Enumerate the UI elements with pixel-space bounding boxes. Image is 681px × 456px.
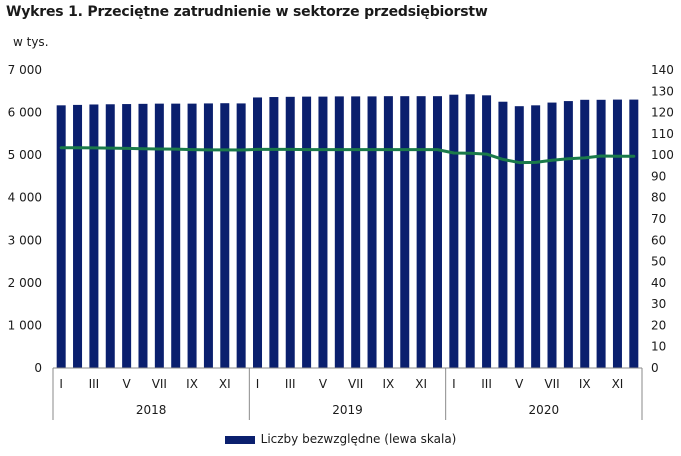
y-axis-unit-label: w tys. [13,35,49,49]
line-series [59,146,636,165]
bar [612,99,622,368]
x-axis-month-label: XI [219,377,231,391]
x-axis-month-label: V [515,377,524,391]
bar [531,105,541,368]
chart-title: Wykres 1. Przeciętne zatrudnienie w sekt… [6,4,488,20]
bar [171,103,181,368]
legend-label-bars: Liczby bezwzględne (lewa skala) [260,432,457,446]
bar [482,95,492,368]
bar [629,99,639,368]
x-axis-month-label: XI [415,377,427,391]
x-axis-month-label: IX [186,377,198,391]
bar [220,103,230,369]
bar [138,103,148,368]
bar [449,94,459,368]
right-axis-tick-label: 90 [651,169,666,183]
left-axis-tick-label: 0 [34,361,42,375]
x-axis-month-label: IX [383,377,395,391]
bar [187,103,197,368]
x-axis-month-label: XI [612,377,624,391]
bar [285,96,295,368]
x-axis-year-label: 2018 [136,403,167,417]
bar [465,94,475,369]
bar [580,99,590,369]
bar [203,103,213,369]
left-axis-tick-label: 3 000 [8,233,42,247]
left-axis-tick-label: 6 000 [8,106,42,120]
right-axis-tick-label: 0 [651,361,659,375]
bar [56,105,66,368]
bar [154,103,164,368]
left-axis-tick-label: 1 000 [8,318,42,332]
right-axis-tick-label: 120 [651,106,674,120]
bar [416,96,426,369]
right-axis-tick-label: 140 [651,63,674,77]
x-axis-month-label: V [319,377,328,391]
x-axis-month-label: VII [152,377,167,391]
x-axis-month-label: IX [579,377,591,391]
right-axis-tick-label: 70 [651,212,666,226]
bar [498,101,508,368]
x-axis-month-label: I [452,377,456,391]
x-axis-year-label: 2019 [332,403,363,417]
bar [236,103,246,369]
bar [269,97,279,368]
legend-swatch-bars [224,435,255,444]
bar [318,96,328,369]
x-axis-month-label: III [89,377,100,391]
right-axis-tick-label: 110 [651,127,674,141]
bar [351,96,361,368]
x-axis-month-label: I [256,377,260,391]
right-axis-tick-label: 20 [651,318,666,332]
bar [89,104,99,368]
right-axis-tick-label: 30 [651,297,666,311]
right-axis-tick-label: 10 [651,340,666,354]
bar [383,96,393,369]
right-axis-tick-label: 40 [651,276,666,290]
right-axis-tick-label: 130 [651,84,674,98]
left-axis-tick-label: 7 000 [8,63,42,77]
bar [563,101,573,368]
bar [547,102,557,368]
x-axis-month-label: VII [544,377,559,391]
right-axis-tick-label: 60 [651,233,666,247]
x-axis-month-label: VII [348,377,363,391]
x-axis-month-label: III [481,377,492,391]
bar [514,106,524,368]
x-axis-month-label: III [285,377,296,391]
bar [253,97,263,369]
bar [302,96,312,369]
x-axis-month-label: V [123,377,132,391]
bar [432,96,442,369]
right-axis-tick-label: 50 [651,255,666,269]
bar [105,104,115,369]
bar [334,96,344,368]
bar [367,96,377,368]
right-axis-tick-label: 80 [651,191,666,205]
bar [73,104,83,368]
x-axis-year-label: 2020 [529,403,560,417]
bar [400,96,410,369]
left-axis-tick-label: 4 000 [8,191,42,205]
left-axis-tick-label: 5 000 [8,148,42,162]
left-axis-tick-label: 2 000 [8,276,42,290]
bar [122,104,132,368]
bar [596,99,606,369]
x-axis-month-label: I [59,377,63,391]
legend: Liczby bezwzględne (lewa skala) [0,432,681,446]
right-axis-tick-label: 100 [651,148,674,162]
chart-plot: 0 1 000 2 000 3 000 4 000 5 000 6 000 7 000 0 10 2… [8,63,674,420]
